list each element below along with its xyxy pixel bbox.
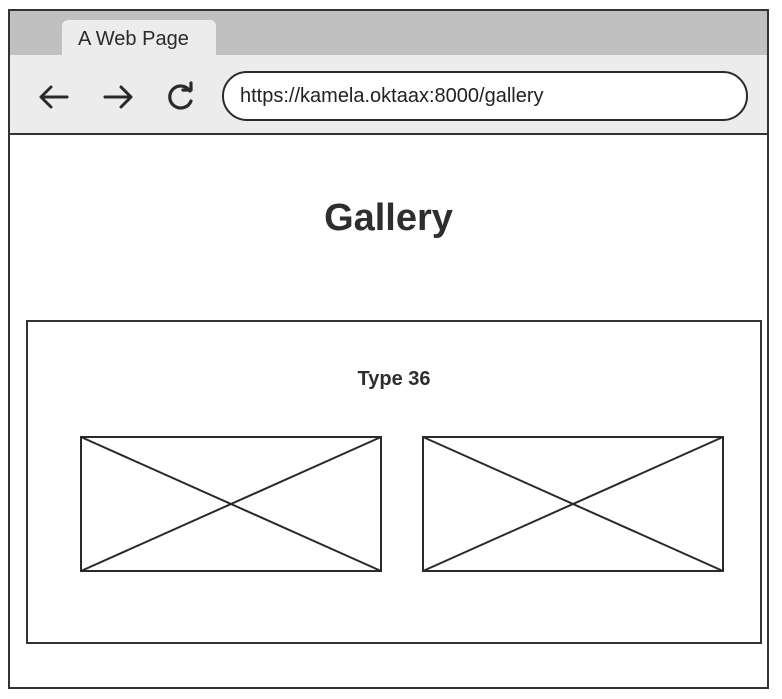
browser-window: A Web Page https://kamela.oktaax:8000/ga…: [8, 9, 769, 689]
address-bar[interactable]: https://kamela.oktaax:8000/gallery: [222, 71, 748, 121]
browser-toolbar: https://kamela.oktaax:8000/gallery: [10, 55, 767, 135]
page-title: Gallery: [324, 197, 453, 239]
tab-strip: A Web Page: [10, 11, 767, 56]
image-placeholder: [422, 436, 724, 572]
arrow-left-icon: [39, 85, 69, 109]
reload-icon: [168, 81, 193, 110]
gallery-type-label: Type 36: [357, 368, 431, 390]
arrow-right-icon: [103, 85, 133, 109]
tab-title: A Web Page: [78, 28, 189, 50]
image-placeholder: [80, 436, 382, 572]
back-button[interactable]: [34, 77, 74, 117]
gallery-container: Type 36: [26, 320, 762, 644]
reload-button[interactable]: [160, 77, 200, 117]
browser-tab[interactable]: A Web Page: [62, 20, 216, 56]
url-text: https://kamela.oktaax:8000/gallery: [240, 85, 544, 107]
forward-button[interactable]: [98, 77, 138, 117]
